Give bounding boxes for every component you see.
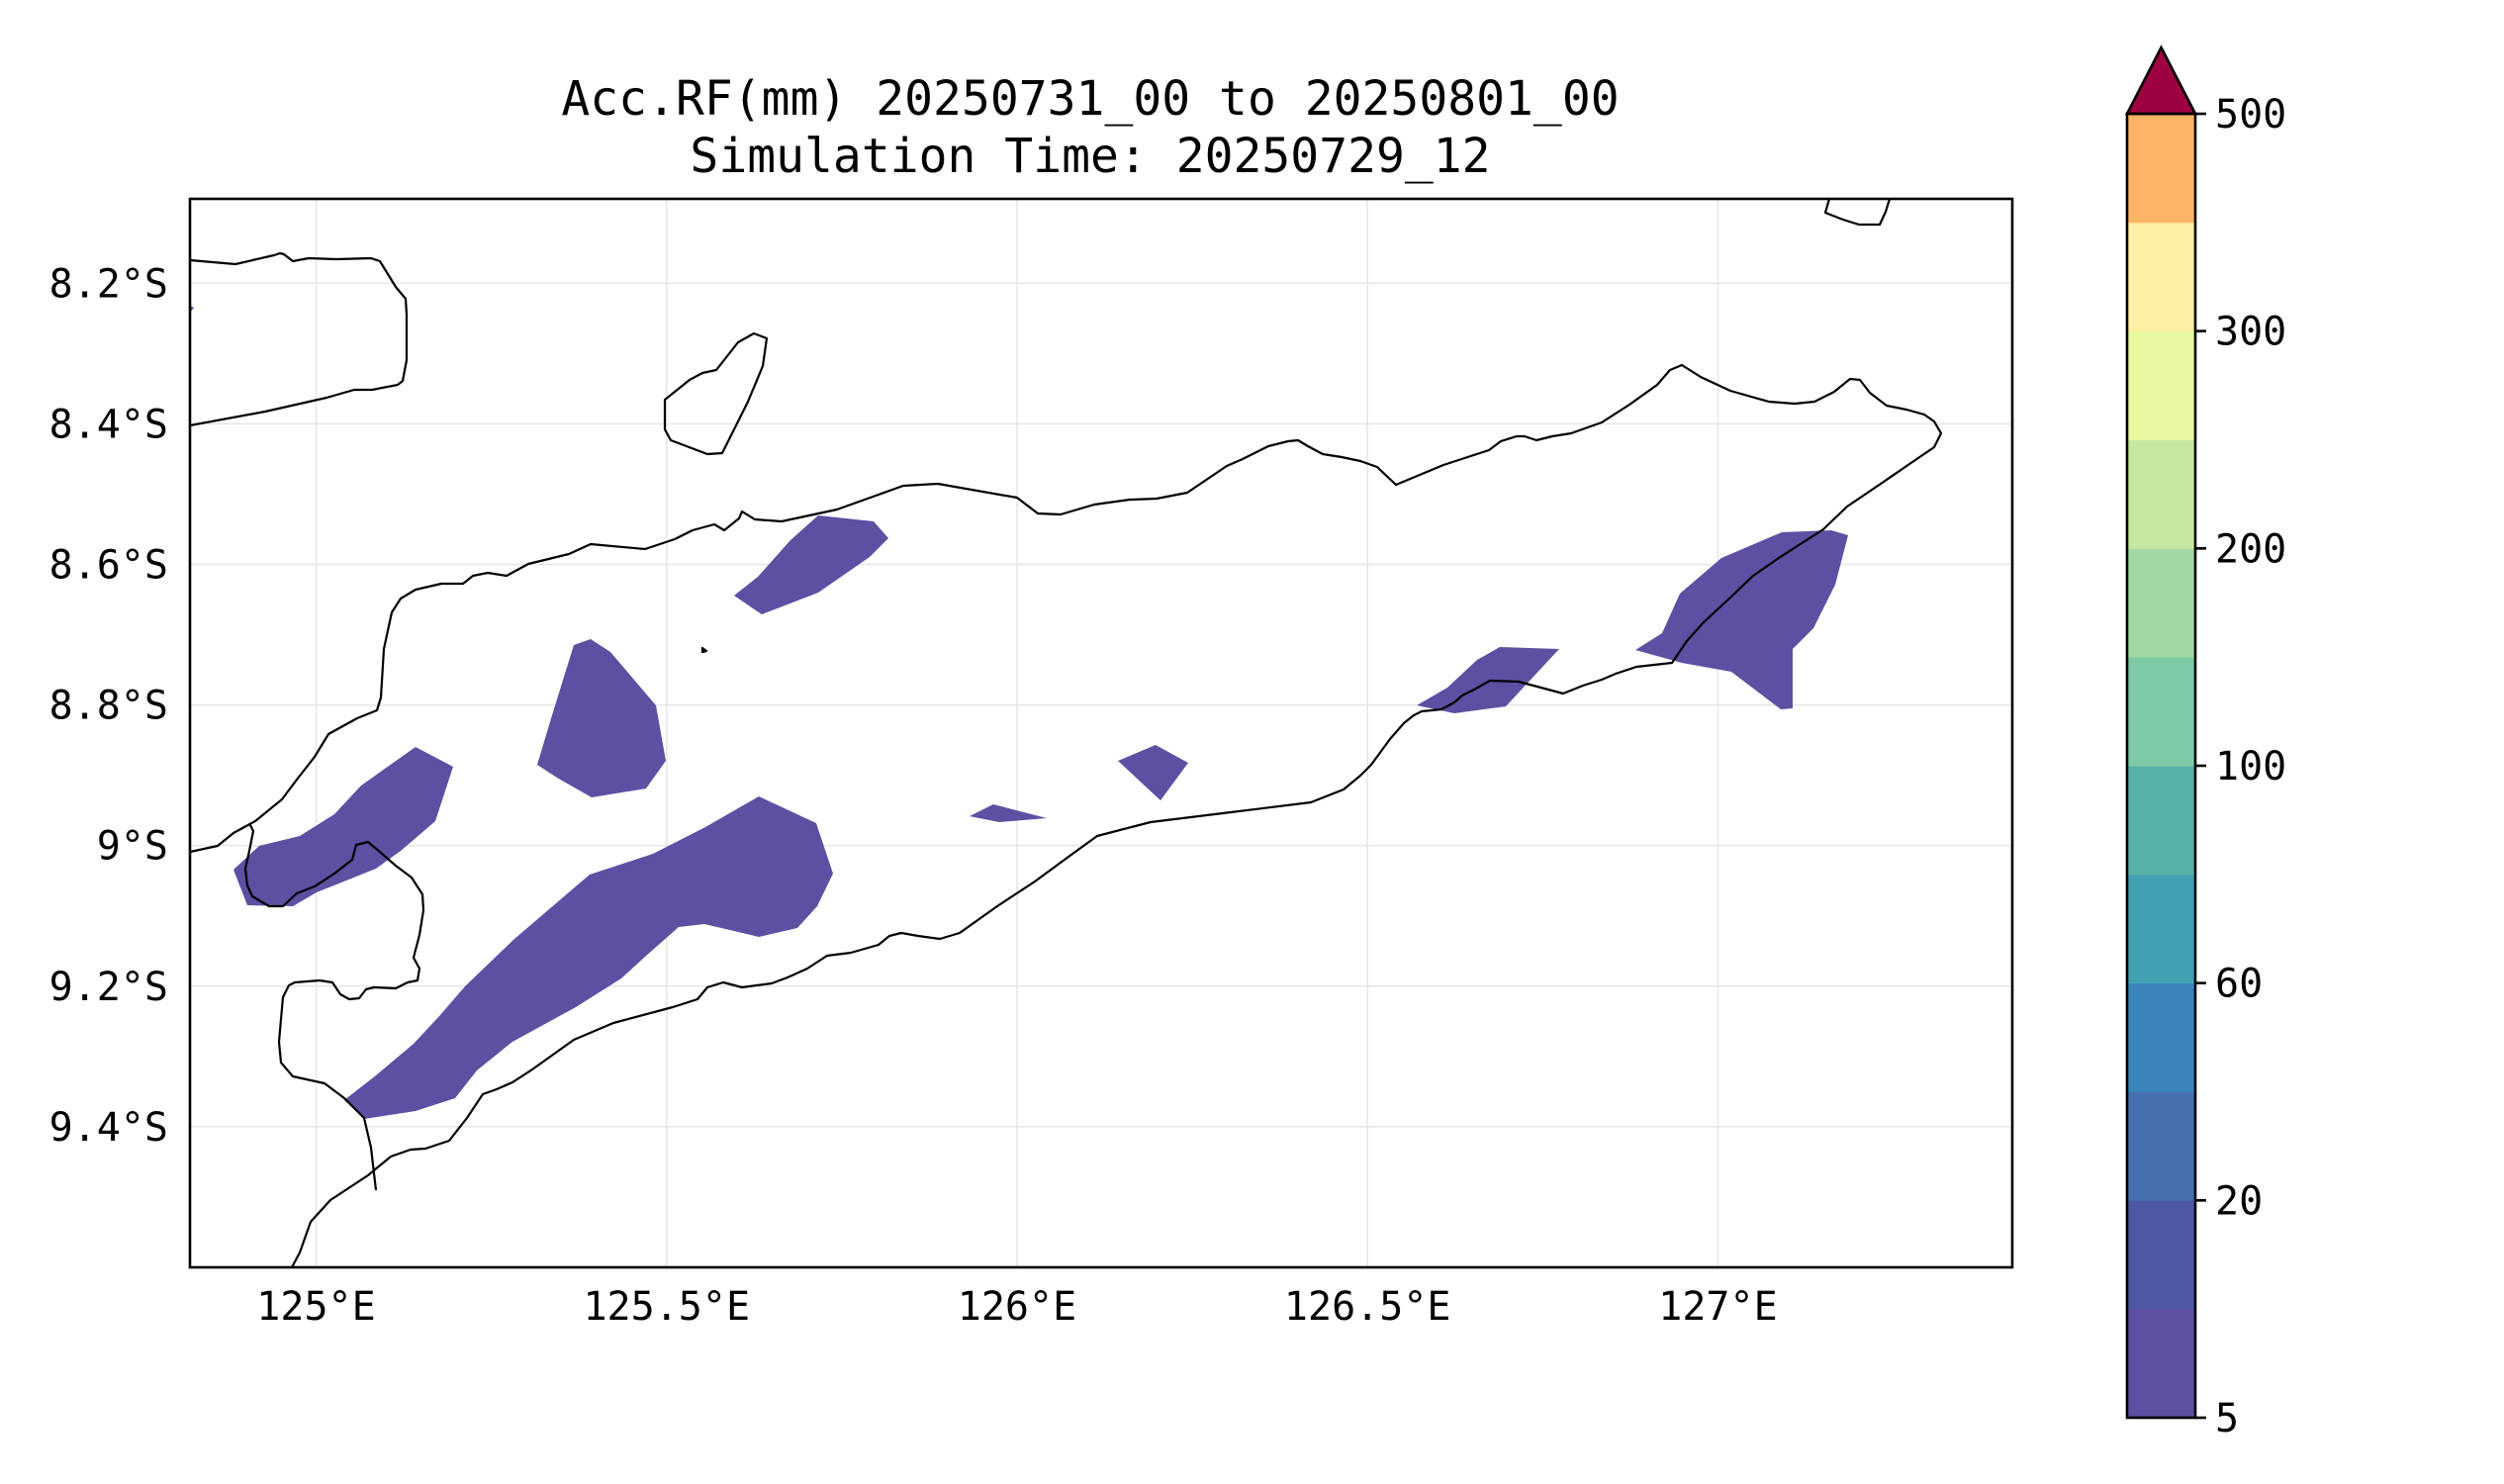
rain-area-north-coast	[734, 515, 888, 614]
lat-tick-label: 9.4°S	[49, 1105, 168, 1151]
colorbar: 5 20 60 100 200 300 500	[2124, 45, 2286, 1441]
coastline-atauro-island	[663, 331, 769, 456]
latitude-tick-labels: 8.2°S 8.4°S 8.6°S 8.8°S 9°S 9.2°S 9.4°S	[49, 261, 168, 1151]
coastlines	[190, 199, 1943, 1267]
colorbar-tick-label: 5	[2215, 1396, 2239, 1441]
rain-area-east-tip	[1635, 530, 1848, 709]
colorbar-tick-label: 200	[2215, 526, 2286, 572]
rain-area-west-tip	[233, 747, 453, 906]
figure-title-line1: Acc.RF(mm) 20250731_00 to 20250801_00	[561, 71, 1619, 127]
coastline-oecusse-border	[243, 822, 425, 1191]
colorbar-segment	[2127, 874, 2195, 984]
colorbar-tick-label: 20	[2215, 1178, 2263, 1224]
lat-tick-label: 8.8°S	[49, 684, 168, 729]
colorbar-segment	[2127, 1091, 2195, 1201]
colorbar-segment	[2127, 330, 2195, 440]
map-panel: 125°E 125.5°E 126°E 126.5°E 127°E 8.2°S 8.4°S…	[49, 197, 2014, 1330]
lon-tick-label: 125.5°E	[583, 1284, 750, 1330]
colorbar-segment	[2127, 1309, 2195, 1419]
rain-area-central-small	[970, 804, 1047, 822]
colorbar-tick-label: 500	[2215, 92, 2286, 138]
coastline-alor-island	[190, 251, 409, 427]
lon-tick-label: 126°E	[958, 1284, 1076, 1330]
lat-tick-label: 9°S	[97, 824, 168, 870]
lat-tick-label: 8.2°S	[49, 261, 168, 307]
colorbar-ticks: 5 20 60 100 200 300 500	[2195, 92, 2286, 1441]
colorbar-segment	[2127, 982, 2195, 1092]
figure-title-line2: Simulation Time: 20250729_12	[690, 129, 1490, 184]
colorbar-segments	[2127, 114, 2195, 1419]
rain-area-central-east	[1118, 745, 1188, 800]
colorbar-segment	[2127, 657, 2195, 767]
colorbar-segment	[2127, 1200, 2195, 1310]
lon-tick-label: 125°E	[256, 1284, 375, 1330]
colorbar-extend-triangle	[2124, 45, 2198, 116]
rainfall-areas	[190, 306, 1848, 1119]
colorbar-segment	[2127, 114, 2195, 224]
colorbar-segment	[2127, 439, 2195, 549]
coastline-islet	[700, 646, 708, 654]
colorbar-segment	[2127, 548, 2195, 658]
rain-area-east-strip	[1417, 647, 1559, 713]
rain-area-south-coast	[344, 796, 833, 1119]
colorbar-segment	[2127, 222, 2195, 332]
map-gridlines	[190, 199, 2012, 1267]
coastline-timor	[190, 363, 1943, 1267]
lon-tick-label: 127°E	[1658, 1284, 1777, 1330]
lat-tick-label: 8.4°S	[49, 402, 168, 447]
map-frame	[188, 197, 2014, 1269]
colorbar-segment	[2127, 766, 2195, 876]
colorbar-tick-label: 300	[2215, 310, 2286, 355]
lat-tick-label: 9.2°S	[49, 965, 168, 1010]
colorbar-tick-label: 60	[2215, 962, 2263, 1007]
lon-tick-label: 126.5°E	[1284, 1284, 1451, 1330]
lat-tick-label: 8.6°S	[49, 542, 168, 588]
longitude-tick-labels: 125°E 125.5°E 126°E 126.5°E 127°E	[256, 1284, 1777, 1330]
rain-area-west-central	[537, 639, 666, 797]
colorbar-tick-label: 100	[2215, 744, 2286, 789]
coastline-wetar-island	[1823, 199, 1892, 227]
